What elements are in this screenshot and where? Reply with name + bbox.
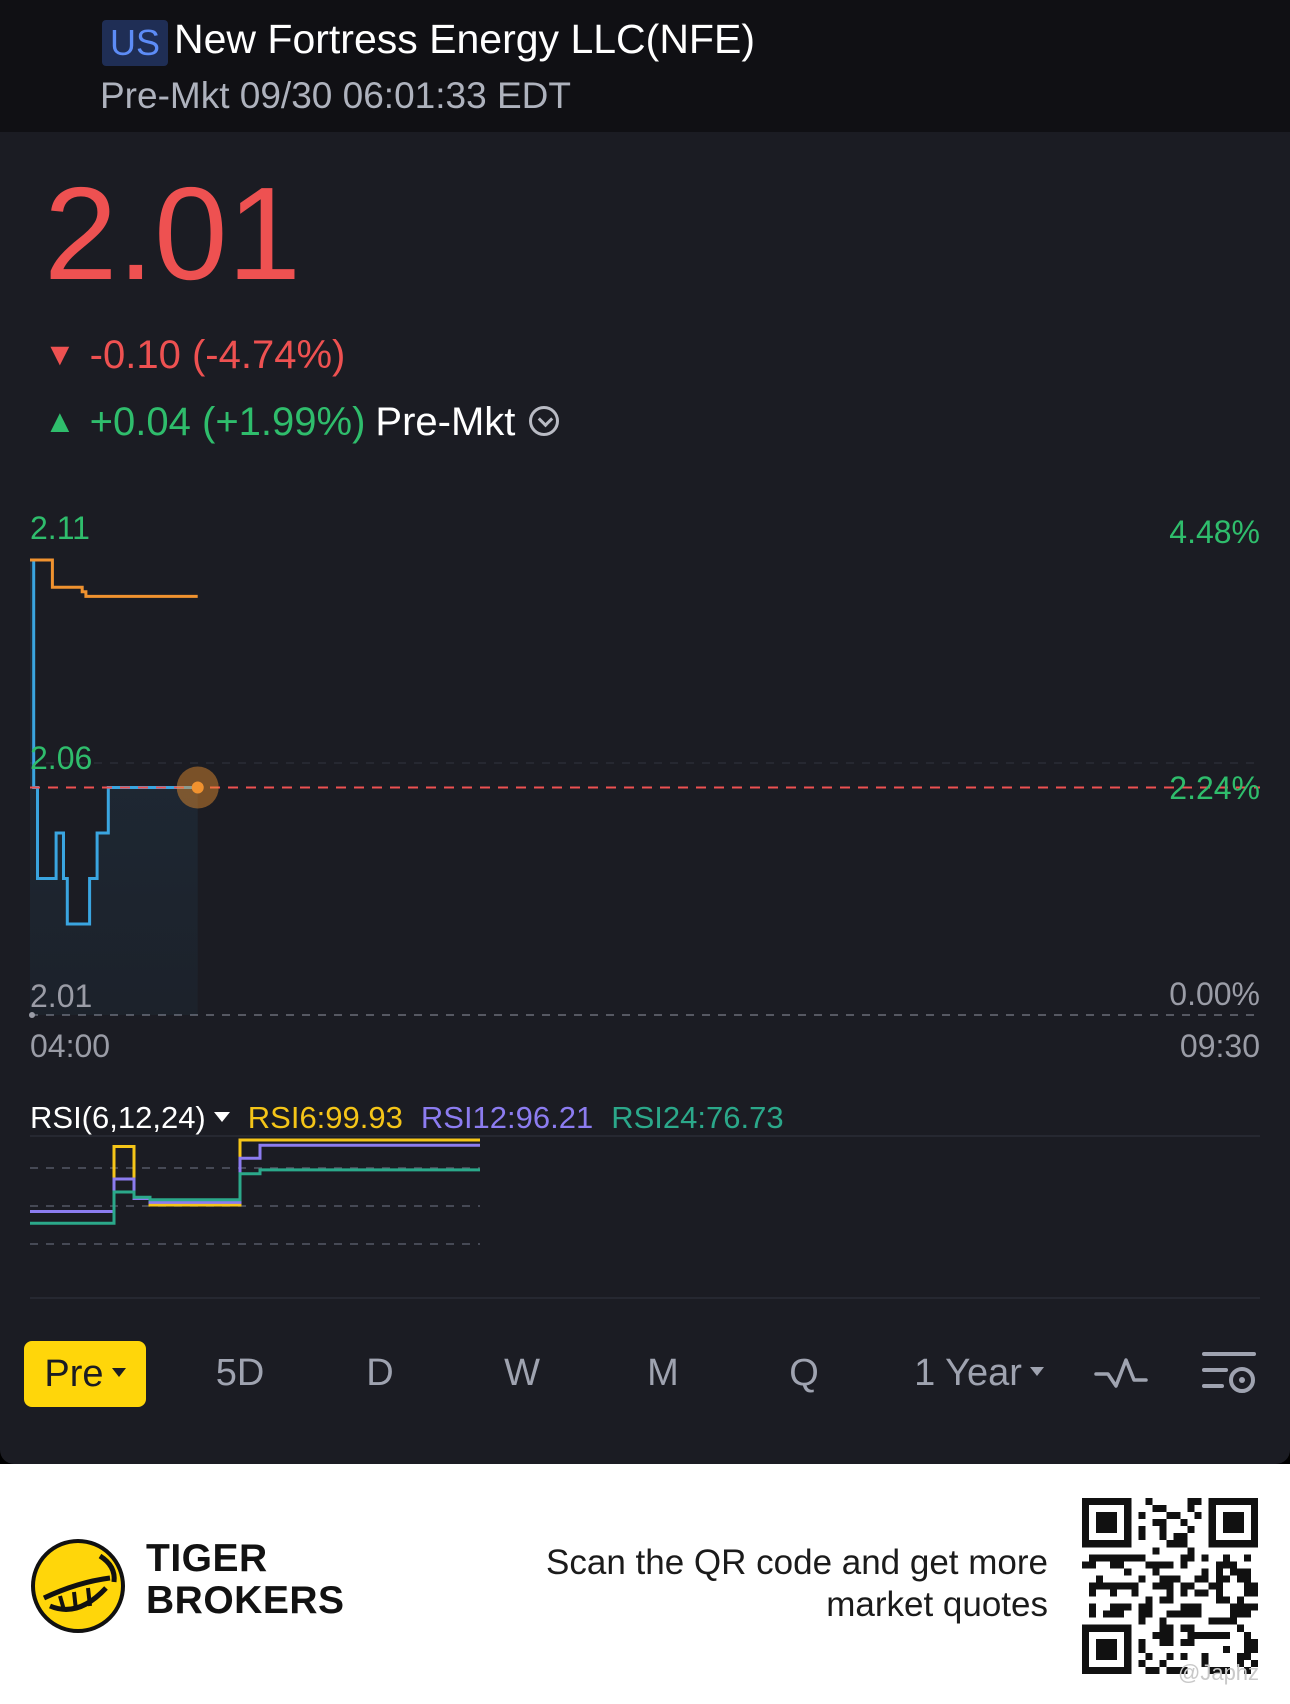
rsi6-line	[30, 1138, 480, 1213]
caret-down-icon	[111, 1368, 126, 1378]
current-point-dot	[191, 781, 204, 794]
rsi24-value: RSI24:76.73	[611, 1100, 784, 1135]
tab-week[interactable]: W	[504, 1352, 540, 1394]
brand-name: TIGER BROKERS	[146, 1538, 345, 1622]
x-axis-start-label: 04:00	[30, 1028, 111, 1064]
tab-1-year[interactable]: 1 Year	[904, 1340, 1054, 1406]
stock-title: New Fortress Energy LLC(NFE)	[174, 16, 755, 62]
quote-panel	[0, 132, 1290, 1464]
tab-month[interactable]: M	[647, 1352, 679, 1394]
tab-quarter[interactable]: Q	[789, 1352, 819, 1394]
rsi12-line	[30, 1143, 480, 1213]
chart-settings-icon[interactable]	[1200, 1350, 1258, 1398]
x-axis-end-label: 09:30	[1179, 1028, 1260, 1064]
daily-change-value: -0.10 (-4.74%)	[89, 333, 346, 377]
pct-axis-mid-label: 2.24%	[1169, 770, 1260, 806]
rsi24-line	[30, 1168, 480, 1225]
caret-down-icon	[1029, 1367, 1044, 1377]
price-line	[30, 558, 198, 926]
rsi12-value: RSI12:96.21	[420, 1100, 594, 1135]
qr-code	[1082, 1498, 1258, 1674]
rsi6-value: RSI6:99.93	[247, 1100, 403, 1135]
premarket-change-value: +0.04 (+1.99%)	[89, 400, 366, 444]
scan-prompt-line-2: market quotes	[826, 1585, 1048, 1624]
indicator-wave-icon[interactable]	[1094, 1354, 1148, 1392]
premarket-label: Pre-Mkt	[375, 400, 516, 444]
share-footer: TIGER BROKERS Scan the QR code and get m…	[0, 1464, 1290, 1704]
down-arrow-icon: ▼	[44, 336, 76, 373]
tab-pre[interactable]: Pre	[24, 1341, 146, 1407]
market-badge: US	[102, 20, 169, 66]
last-price: 2.01	[44, 160, 301, 307]
tab-day[interactable]: D	[366, 1352, 394, 1394]
up-arrow-icon: ▲	[44, 403, 76, 440]
tab-1-year-label: 1 Year	[914, 1352, 1022, 1394]
scan-prompt-line-1: Scan the QR code and get more	[546, 1543, 1048, 1582]
rsi-indicator-label[interactable]: RSI(6,12,24)	[30, 1100, 206, 1135]
pct-axis-bottom-label: 0.00%	[1169, 976, 1260, 1012]
y-axis-top-label: 2.11	[30, 510, 90, 546]
y-axis-bottom-label: 2.01	[30, 978, 93, 1014]
y-axis-mid-label: 2.06	[30, 740, 93, 776]
daily-change: ▼ -0.10 (-4.74%)	[44, 330, 345, 382]
average-price-line	[30, 558, 198, 598]
brand-line-2: BROKERS	[146, 1579, 345, 1622]
app-header: US New Fortress Energy LLC(NFE) Pre-Mkt …	[0, 0, 1290, 132]
period-tabs: Pre 5D D W M Q 1 Year	[0, 1340, 1290, 1412]
pct-axis-top-label: 4.48%	[1169, 514, 1260, 550]
market-status-timestamp: Pre-Mkt 09/30 06:01:33 EDT	[100, 75, 571, 116]
brand-line-1: TIGER	[146, 1537, 268, 1580]
price-chart[interactable]	[0, 500, 1290, 1060]
premarket-change[interactable]: ▲ +0.04 (+1.99%) Pre-Mkt	[44, 397, 560, 449]
scan-prompt: Scan the QR code and get more market quo…	[528, 1542, 1048, 1626]
caret-down-icon[interactable]	[213, 1111, 230, 1122]
rsi-header[interactable]: RSI(6,12,24) RSI6:99.93 RSI12:96.21 RSI24:7…	[30, 1098, 802, 1138]
watermark: @Japhz	[1178, 1660, 1260, 1685]
rsi-chart[interactable]	[0, 1100, 1290, 1300]
tab-pre-label: Pre	[44, 1353, 104, 1395]
tiger-logo-icon	[31, 1539, 125, 1633]
origin-dot	[29, 1012, 35, 1018]
chevron-down-icon[interactable]	[529, 406, 560, 437]
tab-5d[interactable]: 5D	[215, 1352, 265, 1394]
